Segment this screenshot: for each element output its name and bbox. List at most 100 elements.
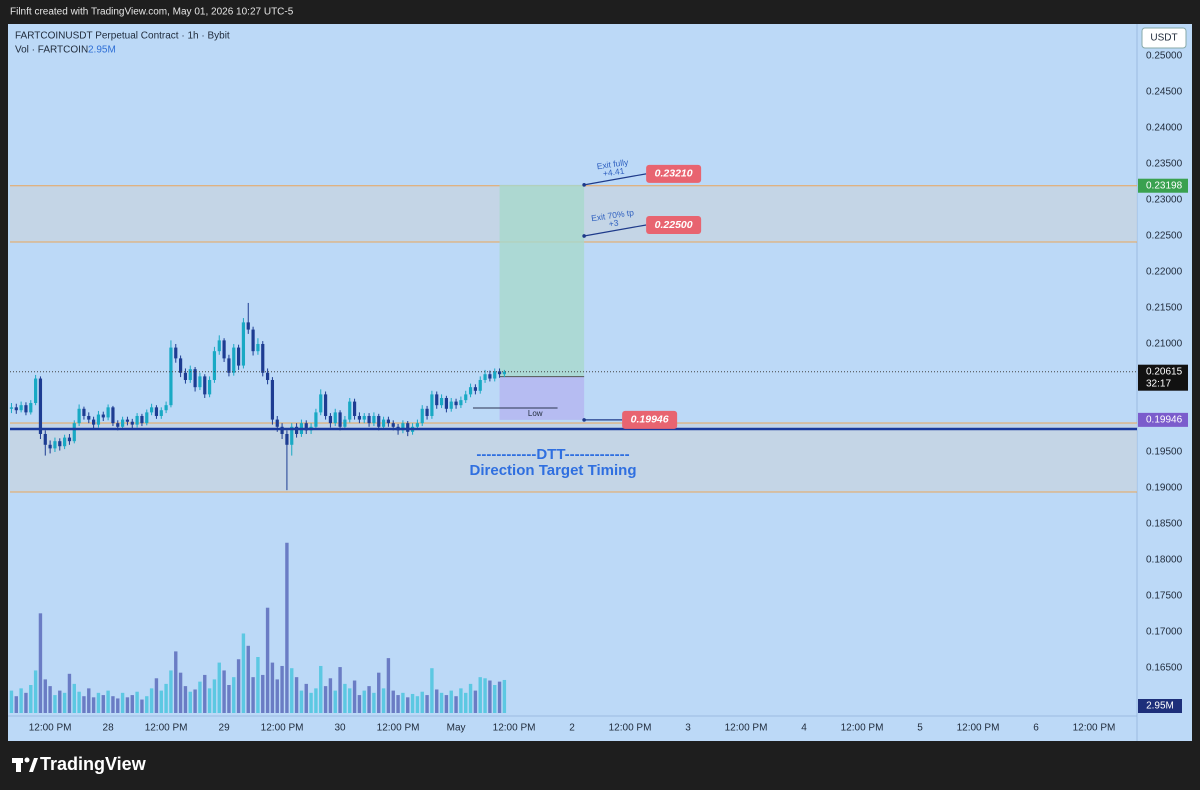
volume-bar — [449, 690, 453, 713]
price-badge — [646, 164, 702, 183]
volume-bar — [483, 678, 487, 713]
candle-body — [454, 401, 458, 406]
y-tick-label: 0.19500 — [1146, 447, 1183, 458]
price-badge — [622, 410, 678, 429]
volume-bar — [396, 695, 400, 713]
volume-bar — [299, 690, 304, 713]
volume-bar — [24, 692, 28, 713]
y-tick-label: 0.25000 — [1146, 51, 1183, 62]
volume-bar — [309, 692, 313, 713]
volume-bar — [338, 667, 342, 713]
x-tick-label: 12:00 PM — [609, 723, 652, 734]
x-tick-label: 29 — [219, 723, 231, 734]
volume-bar — [198, 681, 202, 713]
annotation-point — [582, 183, 586, 187]
candle-body — [280, 426, 284, 434]
x-tick-label: 4 — [801, 723, 807, 734]
volume-bar — [53, 695, 57, 713]
volume-bar — [9, 690, 14, 713]
candle-body — [430, 394, 434, 416]
y-tick-label: 0.24000 — [1146, 123, 1183, 134]
candle-body — [314, 412, 318, 427]
candle-body — [275, 419, 279, 427]
position-target — [499, 184, 585, 377]
candle-body — [9, 407, 14, 409]
candle-body — [38, 378, 43, 434]
currency-button[interactable] — [1141, 27, 1187, 49]
volume-bar — [444, 695, 449, 713]
annotation-sub: +3 — [608, 218, 619, 229]
price-badge-label: 0.23210 — [655, 168, 693, 180]
candle-body — [251, 329, 255, 352]
volume-bar — [62, 692, 67, 713]
candle-body — [391, 423, 395, 427]
candle-body — [473, 387, 477, 391]
volume-bar — [236, 659, 241, 713]
volume-bar — [304, 683, 308, 713]
volume-bar — [241, 633, 246, 713]
volume-bar — [193, 689, 197, 713]
volume-bar — [391, 690, 395, 713]
volume-bar — [473, 690, 478, 713]
x-tick-label: May — [447, 723, 466, 734]
volume-bar — [111, 696, 115, 713]
y-tick-label: 0.22500 — [1146, 231, 1183, 242]
candle-body — [362, 415, 366, 420]
volume-bar — [87, 688, 91, 713]
y-tick-label: 0.23000 — [1146, 195, 1183, 206]
volume-bar — [38, 613, 43, 713]
volume-bar — [33, 670, 38, 713]
volume-bar — [164, 683, 168, 713]
candle-body — [169, 347, 173, 406]
candle-body — [178, 358, 183, 373]
currency[interactable]: USDT — [1150, 33, 1177, 44]
volume-bar — [96, 692, 101, 713]
annotation-connector — [584, 224, 647, 237]
candle-body — [58, 441, 62, 447]
x-tick-label: 12:00 PM — [1073, 723, 1116, 734]
candle-body — [294, 426, 299, 434]
x-tick-label: 12:00 PM — [377, 723, 420, 734]
candle-body — [101, 414, 105, 418]
candle-body — [227, 358, 231, 373]
volume-bar — [217, 662, 221, 713]
x-tick-label: 5 — [917, 723, 923, 734]
position-stop — [499, 376, 585, 420]
candle-body — [449, 401, 453, 409]
countdown: 32:17 — [1146, 378, 1171, 389]
volume-bar — [454, 696, 458, 713]
price-badge — [646, 215, 702, 234]
candle-body — [130, 421, 134, 425]
volume-bar — [43, 679, 47, 713]
axis-price-label: 0.19946 — [1146, 415, 1183, 426]
candle-body — [241, 322, 246, 366]
candle-body — [348, 401, 352, 420]
volume-bar — [328, 678, 333, 713]
x-tick-label: 30 — [335, 723, 347, 734]
x-tick-label: 28 — [103, 723, 115, 734]
volume-bar — [14, 696, 18, 713]
price-badge-label: 0.22500 — [655, 219, 693, 231]
y-tick-label: 0.24500 — [1146, 87, 1183, 98]
candle-body — [493, 371, 497, 379]
y-tick-label: 0.22000 — [1146, 267, 1183, 278]
candle-body — [464, 394, 468, 401]
volume-bar — [270, 662, 275, 713]
candle-body — [285, 433, 289, 445]
candle-body — [343, 419, 347, 427]
volume-bar — [435, 689, 439, 713]
volume-bar — [101, 695, 105, 713]
x-tick-label: 12:00 PM — [841, 723, 884, 734]
volume-bar — [178, 672, 183, 713]
volume-bar — [125, 697, 130, 713]
axis-price-badge — [1138, 178, 1188, 193]
volume-bar — [285, 542, 289, 713]
volume-bar — [464, 692, 468, 713]
volume-bar — [48, 686, 52, 713]
candle-body — [401, 423, 405, 431]
candle-body — [19, 405, 23, 411]
candle-body — [203, 376, 207, 395]
x-tick-label: 12:00 PM — [493, 723, 536, 734]
candle-body — [188, 369, 192, 380]
